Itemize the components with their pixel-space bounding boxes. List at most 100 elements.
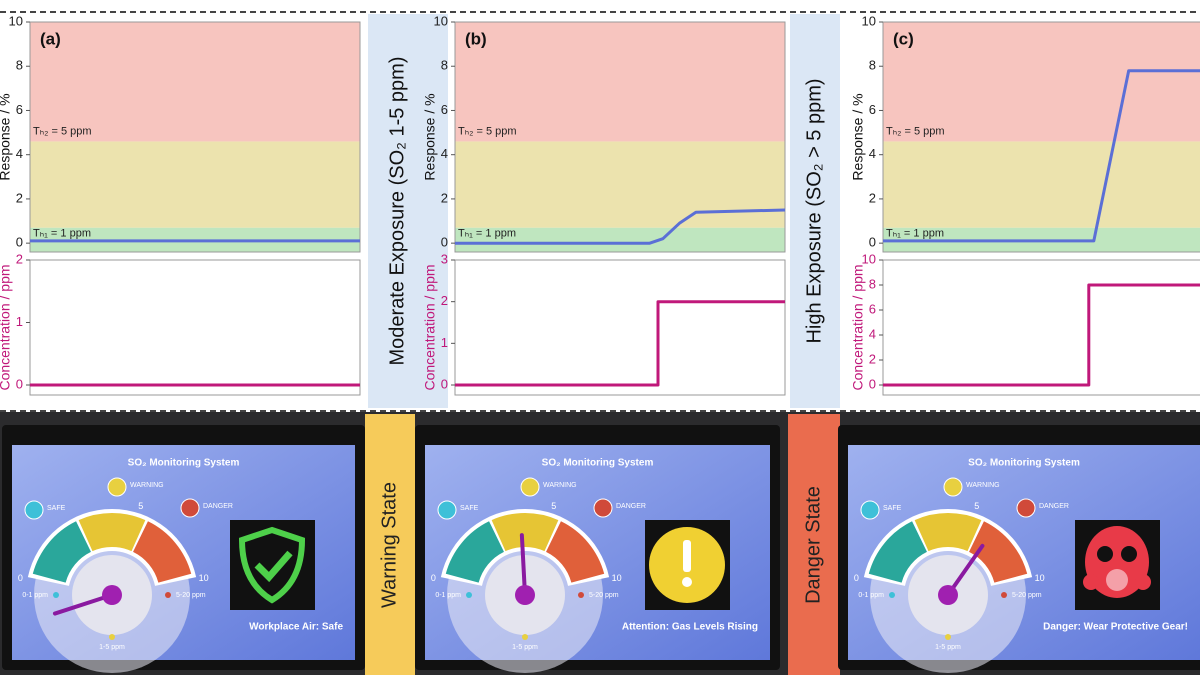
series-line — [455, 300, 785, 387]
gauge-scale: 5 — [974, 501, 979, 511]
band — [883, 22, 1200, 142]
y-axis-label: Response / % — [422, 93, 438, 180]
y-tick-label: 0 — [869, 235, 876, 250]
needle — [946, 543, 985, 597]
plot-area — [455, 260, 785, 395]
level-label: SAFE — [460, 505, 479, 512]
y-tick-label: 0 — [869, 376, 876, 391]
status-icon — [645, 520, 730, 610]
series-line — [455, 208, 786, 245]
plot-area — [30, 260, 360, 395]
range-label: 5-20 ppm — [589, 592, 619, 599]
plot-frame — [29, 21, 361, 253]
threshold-label: Tₕ₁ = 1 ppm — [458, 228, 516, 240]
level-label: WARNING — [966, 482, 1000, 489]
mask-filter — [1106, 569, 1128, 591]
y-tick-label: 2 — [441, 190, 448, 205]
y-tick-label: 2 — [869, 351, 876, 366]
gauge-segment — [78, 513, 146, 552]
mask — [1085, 526, 1149, 598]
range-dot — [889, 592, 895, 598]
range-dot — [109, 634, 115, 640]
level-label: SAFE — [47, 505, 66, 512]
band — [30, 141, 360, 228]
plot-frame — [454, 259, 786, 396]
plot-area — [883, 260, 1200, 395]
level-label: WARNING — [543, 482, 577, 489]
alert-bar — [683, 540, 691, 572]
y-tick-label: 8 — [16, 58, 23, 73]
range-dot — [1001, 592, 1007, 598]
y-axis-label: Concentration / ppm — [850, 264, 866, 390]
panel-label: (c) — [893, 29, 914, 48]
screen: SO₂ Monitoring System SAFE WARNING DANGER 0 5… — [848, 445, 1200, 673]
gauge-scale: 5 — [138, 501, 143, 511]
moderate-label: Moderate Exposure (SO₂ 1-5 ppm) — [386, 56, 408, 365]
y-tick-label: 6 — [16, 102, 23, 117]
level-label: DANGER — [1039, 503, 1069, 510]
y-tick-label: 1 — [441, 335, 448, 350]
check — [254, 550, 293, 583]
screen-title: SO₂ Monitoring System — [968, 458, 1080, 469]
status-text: Workplace Air: Safe — [249, 622, 343, 633]
gauge-scale: 0 — [431, 573, 436, 583]
plot-frame — [29, 259, 361, 396]
y-tick-label: 0 — [441, 235, 448, 250]
emoji — [860, 500, 880, 520]
series-line — [883, 69, 1200, 243]
gauge-segment — [491, 513, 559, 552]
gauge-scale: 0 — [18, 573, 23, 583]
needle-hub — [102, 585, 122, 605]
y-tick-label: 2 — [869, 190, 876, 205]
level-label: DANGER — [616, 503, 646, 510]
series-line — [883, 283, 1200, 387]
range-dot — [945, 634, 951, 640]
range-dot — [578, 592, 584, 598]
emoji — [437, 500, 457, 520]
emoji — [943, 477, 963, 497]
range-dot — [522, 634, 528, 640]
emoji — [180, 498, 200, 518]
range-dot — [466, 592, 472, 598]
gauge-scale: 0 — [854, 573, 859, 583]
chart: Tₕ₁ = 1 ppm Tₕ₂ = 5 ppm 0 2 4 6 8 10 Response / … — [422, 13, 786, 253]
emoji — [593, 498, 613, 518]
band — [455, 141, 785, 228]
y-tick-label: 8 — [441, 58, 448, 73]
danger-label: Danger State — [802, 486, 824, 604]
emoji — [107, 477, 127, 497]
range-label: 1-5 ppm — [99, 644, 125, 651]
range-label: 1-5 ppm — [935, 644, 961, 651]
y-tick-label: 0 — [16, 235, 23, 250]
y-tick-label: 3 — [441, 251, 448, 266]
y-tick-label: 2 — [441, 293, 448, 308]
y-tick-label: 6 — [441, 102, 448, 117]
range-label: 0-1 ppm — [435, 592, 461, 599]
gauge-segment — [445, 521, 504, 583]
threshold-label: Tₕ₂ = 5 ppm — [886, 125, 945, 137]
mask-eye — [1097, 546, 1113, 562]
plot-frame — [882, 259, 1200, 396]
gauge-scale: 5 — [551, 501, 556, 511]
gauge-scale: 10 — [612, 573, 622, 583]
gauge-segment — [546, 521, 605, 583]
band — [883, 141, 1200, 228]
shield — [238, 526, 306, 604]
y-tick-label: 0 — [16, 376, 23, 391]
high-label: High Exposure (SO₂ > 5 ppm) — [803, 78, 825, 343]
y-tick-label: 2 — [16, 251, 23, 266]
screen: SO₂ Monitoring System SAFE WARNING DANGER 0 5… — [12, 445, 355, 673]
emoji — [24, 500, 44, 520]
level-label: SAFE — [883, 505, 902, 512]
y-tick-label: 10 — [862, 13, 876, 28]
y-tick-label: 4 — [16, 146, 23, 161]
range-label: 0-1 ppm — [858, 592, 884, 599]
y-tick-label: 4 — [869, 146, 876, 161]
range-dot — [53, 592, 59, 598]
mask-eye — [1121, 546, 1137, 562]
gauge-segment — [32, 521, 91, 583]
y-tick-label: 10 — [862, 251, 876, 266]
y-tick-label: 4 — [441, 146, 448, 161]
